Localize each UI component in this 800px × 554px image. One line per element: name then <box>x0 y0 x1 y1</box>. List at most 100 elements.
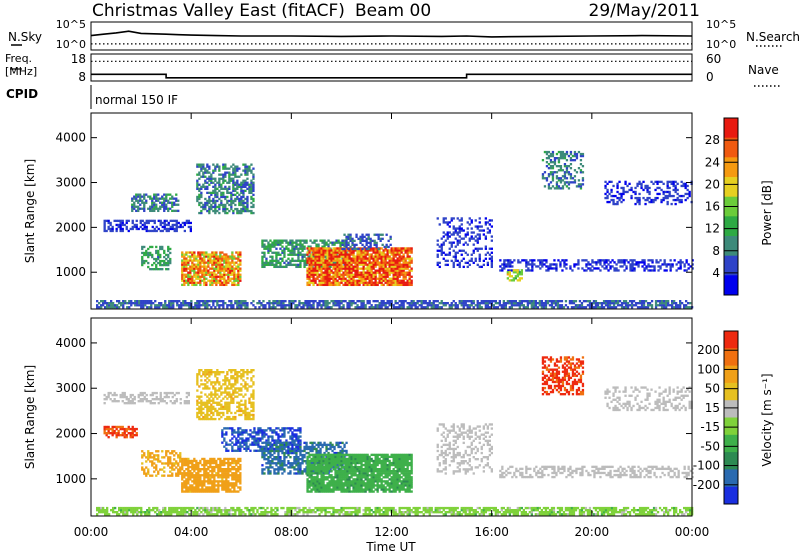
cell-power <box>380 273 383 276</box>
cell-velocity <box>132 511 135 514</box>
cell-power <box>203 255 206 258</box>
cell-power <box>364 261 367 264</box>
cell-power <box>504 304 507 307</box>
cell-power <box>669 304 672 307</box>
cell-power <box>106 304 109 307</box>
cell-power <box>347 247 350 251</box>
cell-power <box>239 275 242 278</box>
cell-power <box>225 283 228 287</box>
cell-power <box>141 255 144 259</box>
cell-velocity <box>282 506 285 510</box>
cell-power <box>501 269 504 272</box>
cell-velocity <box>224 506 227 510</box>
cell-power <box>145 249 148 253</box>
cell-power <box>446 302 449 305</box>
cell-power <box>496 306 499 309</box>
cell-velocity <box>96 509 99 512</box>
cell-power <box>236 195 239 199</box>
cell-power <box>303 263 306 267</box>
cell-power <box>261 243 264 246</box>
cell-power <box>374 273 377 276</box>
cell-power <box>384 304 387 307</box>
cell-power <box>330 277 333 280</box>
cell-power <box>460 253 463 256</box>
cell-power <box>246 199 249 203</box>
cell-power <box>154 304 157 307</box>
cell-power <box>569 163 573 166</box>
cell-power <box>553 171 557 174</box>
cell-power <box>332 247 335 250</box>
cell-power <box>133 203 136 206</box>
cell-velocity <box>378 509 381 512</box>
cell-power <box>360 261 363 264</box>
cell-power <box>141 261 144 265</box>
cell-power <box>640 306 644 309</box>
cell-power <box>293 253 296 256</box>
cell-power <box>228 203 231 207</box>
cell-power <box>149 197 152 200</box>
cell-velocity <box>232 513 235 516</box>
cell-power <box>224 205 227 209</box>
cell-power <box>404 247 407 250</box>
cell-power <box>502 306 505 309</box>
cell-power <box>143 225 146 229</box>
cell-power <box>402 261 405 264</box>
cell-power <box>304 304 307 307</box>
cell-power <box>185 273 188 276</box>
cell-power <box>624 182 627 186</box>
cell-power <box>191 255 194 258</box>
cell-power <box>209 273 212 276</box>
cell-velocity <box>386 509 389 512</box>
cell-power <box>273 259 276 263</box>
cell-power <box>299 247 302 250</box>
cell-power <box>289 249 292 252</box>
cell-power <box>382 277 385 280</box>
cell-velocity <box>482 513 485 516</box>
cell-velocity <box>270 509 273 512</box>
cell-power <box>167 263 170 267</box>
cell-power <box>234 165 237 168</box>
cell-power <box>440 237 443 240</box>
cell-power <box>218 306 221 309</box>
cell-power <box>671 263 674 266</box>
cell-power <box>553 263 556 266</box>
cell-power <box>223 273 226 276</box>
cell-power <box>244 304 247 307</box>
cell-power <box>171 225 174 229</box>
cell-velocity <box>106 511 109 514</box>
cell-velocity <box>248 511 251 514</box>
cell-power <box>345 243 348 247</box>
cell-power <box>303 265 306 269</box>
cell-power <box>642 304 646 307</box>
cell-power <box>202 171 205 174</box>
cell-power <box>218 211 221 215</box>
cell-power <box>214 205 217 209</box>
cell-velocity <box>308 506 311 510</box>
cell-velocity <box>344 506 347 510</box>
cell-power <box>369 241 372 245</box>
cell-power <box>672 198 675 202</box>
cell-power <box>320 273 323 276</box>
cell-velocity <box>216 509 219 512</box>
cell-power <box>224 197 227 201</box>
cell-power <box>620 304 624 307</box>
cell-power <box>665 263 668 266</box>
cell-power <box>208 195 211 199</box>
cell-power <box>314 257 317 260</box>
cell-power <box>486 304 489 307</box>
cell-velocity <box>224 513 227 516</box>
cell-power <box>350 302 353 305</box>
cell-power <box>385 245 388 249</box>
cell-power <box>360 300 363 303</box>
cell-power <box>669 259 672 262</box>
cell-power <box>384 255 387 258</box>
cell-velocity <box>514 513 517 516</box>
cell-power <box>144 300 147 303</box>
cell-power <box>392 277 395 280</box>
cell-power <box>338 247 341 250</box>
cell-velocity <box>398 509 401 512</box>
cell-power <box>312 267 315 270</box>
cell-power <box>293 247 296 250</box>
cell-power <box>529 269 532 272</box>
cell-power <box>215 265 218 268</box>
